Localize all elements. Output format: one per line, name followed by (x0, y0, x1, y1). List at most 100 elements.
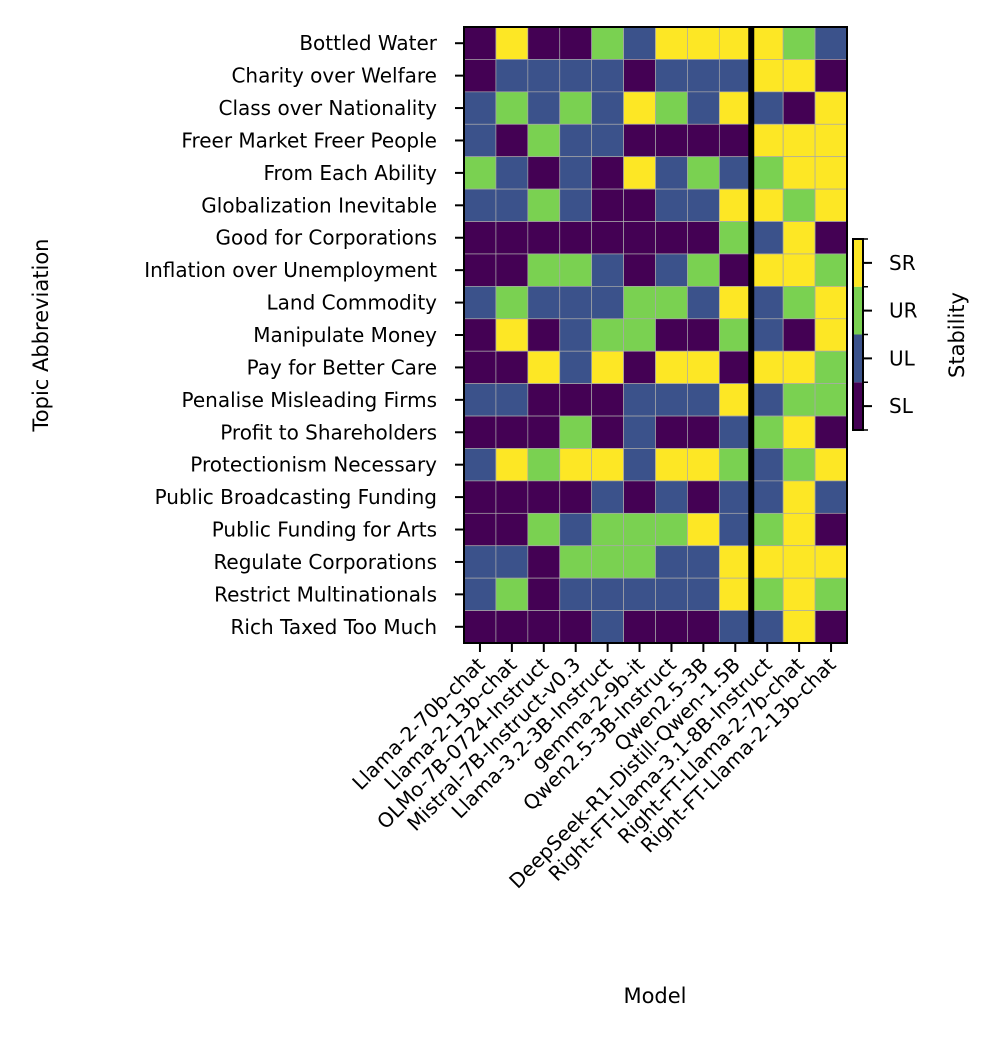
heatmap-cell (750, 221, 784, 255)
heatmap-cell (495, 123, 529, 158)
heatmap-cell (814, 123, 848, 158)
heatmap-cell (655, 350, 688, 384)
heatmap-cell (782, 415, 816, 449)
heatmap-cell (591, 221, 624, 255)
heatmap-cell (750, 383, 784, 417)
heatmap-cell (463, 123, 497, 158)
heatmap-cell (718, 577, 752, 611)
heatmap-cell (527, 26, 561, 60)
heatmap-cell (591, 610, 624, 644)
heatmap-cell (463, 286, 497, 320)
heatmap-cell (687, 610, 720, 644)
heatmap-cell (527, 512, 561, 547)
heatmap-cell (495, 221, 529, 255)
colorbar-tick-label: UR (889, 299, 918, 323)
heatmap-cell (655, 91, 688, 125)
heatmap-cell (655, 26, 688, 60)
heatmap-cell (527, 480, 561, 514)
colorbar-tick-label: SR (889, 251, 916, 275)
heatmap-cell (687, 318, 720, 352)
y-tick-label: Pay for Better Care (247, 355, 437, 379)
colorbar-segment (853, 382, 863, 430)
heatmap-cell (687, 448, 720, 482)
heatmap-cell (527, 59, 561, 93)
heatmap-cell (623, 221, 656, 255)
y-tick-label: Penalise Misleading Firms (182, 388, 438, 412)
heatmap-cell (718, 253, 752, 287)
heatmap-cell (623, 156, 656, 190)
heatmap-cell (623, 59, 656, 93)
heatmap-cell (814, 286, 848, 320)
heatmap-cell (527, 318, 561, 352)
heatmap-cell (559, 415, 593, 449)
heatmap-cell (527, 91, 561, 125)
heatmap-cell (655, 512, 688, 547)
heatmap-cell (814, 383, 848, 417)
heatmap-cell (750, 188, 784, 222)
heatmap-cell (495, 253, 529, 287)
heatmap-cell (782, 59, 816, 93)
heatmap-cell (463, 577, 497, 611)
heatmap-cell (591, 253, 624, 287)
heatmap-cell (591, 480, 624, 514)
heatmap-cell (591, 415, 624, 449)
heatmap-cell (527, 188, 561, 222)
y-tick-label: Profit to Shareholders (220, 420, 437, 444)
heatmap-cell (750, 286, 784, 320)
y-axis-title: Topic Abbreviation (29, 239, 53, 433)
heatmap-cell (559, 610, 593, 644)
heatmap-cell (495, 480, 529, 514)
heatmap-cell (655, 318, 688, 352)
heatmap-cell (559, 480, 593, 514)
heatmap-cell (559, 188, 593, 222)
heatmap-cell (655, 577, 688, 611)
heatmap-cell (527, 286, 561, 320)
heatmap-cell (527, 545, 561, 579)
heatmap-cell (591, 26, 624, 60)
heatmap-cell (527, 123, 561, 158)
heatmap-cell (750, 318, 784, 352)
heatmap-cell (559, 221, 593, 255)
heatmap-cell (591, 286, 624, 320)
heatmap-cell (463, 156, 497, 190)
colorbar-segment (853, 239, 863, 287)
heatmap-cell (463, 26, 497, 60)
heatmap-cell (623, 91, 656, 125)
heatmap-cell (559, 286, 593, 320)
heatmap-cell (687, 253, 720, 287)
heatmap-cell (655, 59, 688, 93)
heatmap-cell (591, 350, 624, 384)
heatmap-cell (623, 610, 656, 644)
heatmap-cell (591, 59, 624, 93)
heatmap-cell (687, 545, 720, 579)
heatmap-cell (687, 577, 720, 611)
heatmap-cell (718, 545, 752, 579)
heatmap-cell (718, 610, 752, 644)
colorbar-title: Stability (945, 292, 969, 378)
heatmap-cell (750, 91, 784, 125)
heatmap-cell (655, 610, 688, 644)
heatmap-cell (750, 59, 784, 93)
heatmap-cell (782, 350, 816, 384)
heatmap-cell (655, 415, 688, 449)
heatmap-cell (623, 448, 656, 482)
heatmap-cell (718, 415, 752, 449)
heatmap-cell (750, 610, 784, 644)
heatmap-cell (591, 91, 624, 125)
y-tick-label: Inflation over Unemployment (144, 258, 437, 282)
heatmap-cell (527, 448, 561, 482)
heatmap-cell (655, 156, 688, 190)
heatmap-cell (623, 415, 656, 449)
heatmap-cell (718, 480, 752, 514)
heatmap-cell (495, 286, 529, 320)
heatmap-cell (814, 318, 848, 352)
heatmap-cell (623, 253, 656, 287)
y-tick-label: From Each Ability (263, 161, 437, 185)
heatmap-cell (718, 26, 752, 60)
heatmap-cell (559, 59, 593, 93)
heatmap-cell (591, 448, 624, 482)
heatmap-cell (782, 480, 816, 514)
heatmap-cell (559, 512, 593, 547)
heatmap-cell (591, 577, 624, 611)
heatmap-cell (623, 545, 656, 579)
